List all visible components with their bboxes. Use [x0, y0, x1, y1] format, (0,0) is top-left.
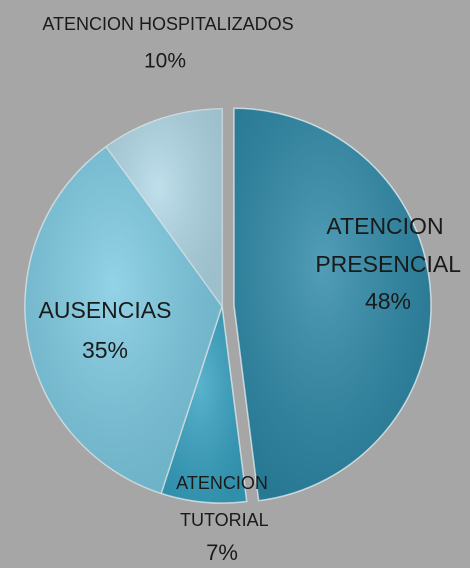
slice-label: AUSENCIAS — [39, 297, 172, 323]
slice-shading — [233, 108, 431, 501]
slice-label: ATENCION PRESENCIAL — [309, 213, 461, 277]
slice-shading — [161, 306, 247, 503]
pie — [24, 107, 432, 504]
slice-shading — [25, 146, 222, 494]
slice-value-label: 48% — [365, 288, 411, 314]
slice-value-label: 35% — [82, 337, 128, 363]
slice-label: ATENCION TUTORIAL — [175, 473, 268, 530]
slice-value-label: 10% — [144, 50, 186, 73]
slice-value-label: 7% — [206, 540, 238, 565]
slice-label: ATENCION HOSPITALIZADOS — [42, 14, 293, 34]
slice-shading — [106, 109, 222, 306]
labels: ATENCION PRESENCIAL 48% ATENCION TUTORIAL 7… — [39, 14, 462, 565]
